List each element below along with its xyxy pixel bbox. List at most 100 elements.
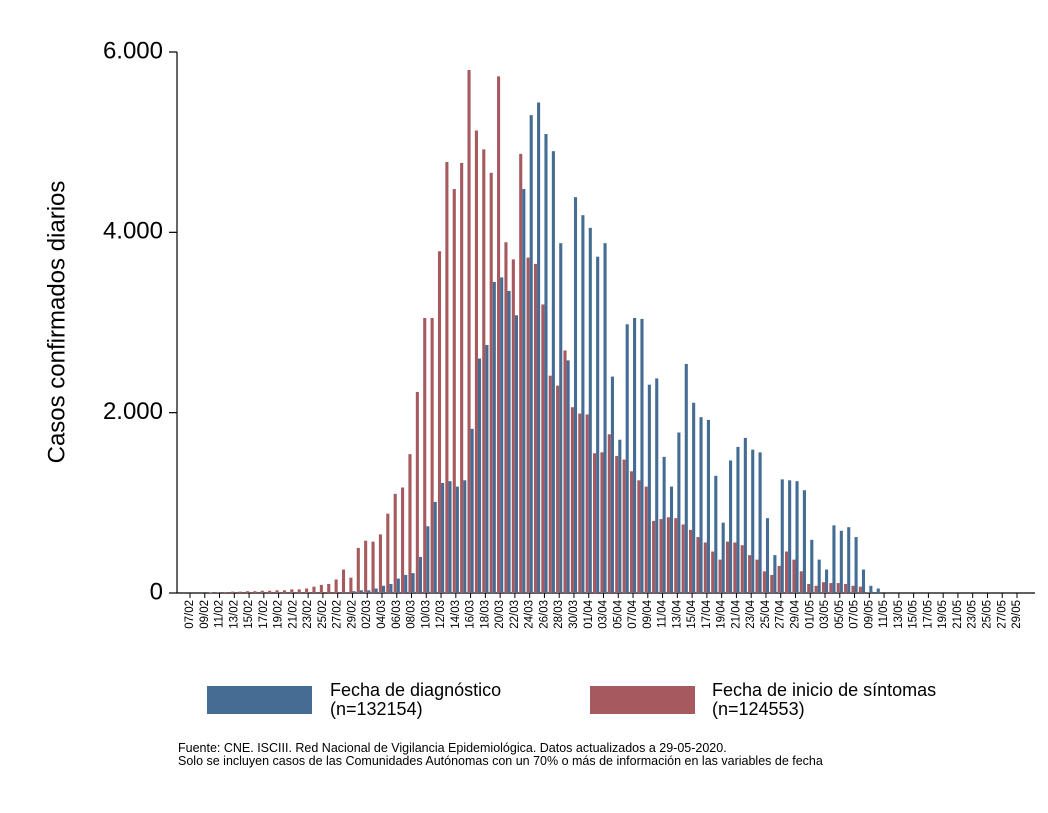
bar bbox=[740, 545, 744, 593]
bar bbox=[629, 471, 634, 593]
bar bbox=[460, 162, 464, 593]
bar bbox=[455, 486, 459, 593]
x-tick-label: 27/04 bbox=[775, 599, 787, 628]
bar bbox=[844, 583, 848, 593]
bar bbox=[729, 460, 733, 593]
bar bbox=[825, 569, 829, 593]
bar bbox=[529, 115, 533, 593]
bar bbox=[751, 449, 755, 593]
bar bbox=[869, 585, 873, 593]
bar bbox=[352, 591, 356, 593]
x-tick-label: 19/02 bbox=[273, 600, 285, 629]
bar bbox=[814, 585, 818, 593]
bar bbox=[876, 588, 880, 593]
x-tick-label: 09/02 bbox=[199, 600, 211, 629]
bar bbox=[349, 577, 353, 593]
bar bbox=[504, 242, 508, 594]
bar bbox=[297, 589, 301, 593]
x-tick-label: 21/05 bbox=[952, 600, 964, 629]
x-tick-label: 03/05 bbox=[819, 600, 831, 629]
x-tick-label: 09/04 bbox=[642, 599, 654, 628]
bar bbox=[622, 459, 626, 593]
bar bbox=[519, 153, 523, 593]
bar bbox=[319, 584, 323, 593]
bar bbox=[802, 490, 806, 593]
x-tick-label: 26/03 bbox=[538, 600, 550, 629]
x-tick-label: 13/02 bbox=[228, 600, 240, 629]
bar bbox=[334, 579, 338, 593]
y-tick-label: 4.000 bbox=[103, 218, 163, 245]
bar bbox=[507, 290, 511, 593]
x-tick-label: 13/05 bbox=[893, 600, 905, 629]
bar bbox=[593, 453, 597, 593]
bar bbox=[677, 432, 681, 593]
bar bbox=[610, 376, 614, 593]
x-tick-label: 07/02 bbox=[184, 600, 196, 629]
bar bbox=[411, 573, 415, 593]
bar bbox=[711, 551, 715, 593]
x-tick-label: 01/04 bbox=[583, 599, 595, 628]
bar bbox=[260, 590, 264, 593]
bar bbox=[526, 257, 530, 593]
bar bbox=[633, 317, 637, 593]
x-tick-label: 17/04 bbox=[701, 599, 713, 628]
bar bbox=[477, 358, 482, 593]
legend-swatch bbox=[207, 686, 312, 714]
bar bbox=[231, 591, 235, 593]
bar bbox=[770, 574, 774, 593]
bar bbox=[423, 317, 427, 593]
bar bbox=[544, 134, 548, 593]
x-tick-label: 04/03 bbox=[376, 600, 388, 629]
x-tick-label: 11/02 bbox=[214, 600, 226, 628]
footnote: Solo se incluyen casos de las Comunidade… bbox=[178, 754, 823, 768]
bar bbox=[327, 583, 331, 593]
bar bbox=[467, 70, 471, 594]
bar bbox=[441, 482, 445, 593]
bar bbox=[433, 501, 437, 593]
x-tick-label: 08/03 bbox=[406, 600, 418, 629]
x-tick-label: 18/03 bbox=[479, 600, 491, 629]
x-tick-label: 14/03 bbox=[450, 600, 462, 629]
bar bbox=[537, 102, 541, 593]
bar bbox=[795, 481, 799, 593]
bar bbox=[578, 413, 582, 593]
x-tick-label: 19/04 bbox=[716, 599, 728, 628]
bar bbox=[426, 526, 430, 593]
bar bbox=[703, 542, 707, 593]
bar bbox=[866, 592, 870, 593]
bar bbox=[718, 559, 722, 593]
bar bbox=[748, 555, 752, 593]
x-tick-label: 17/05 bbox=[922, 600, 934, 629]
bar bbox=[463, 480, 467, 593]
bar bbox=[847, 527, 851, 593]
bar bbox=[773, 555, 777, 593]
bar bbox=[386, 513, 390, 593]
bar bbox=[408, 454, 412, 593]
y-axis-label: Casos confirmados diarios bbox=[43, 181, 70, 464]
x-tick-label: 27/05 bbox=[996, 600, 1008, 629]
legend-swatch bbox=[590, 686, 695, 714]
bar bbox=[784, 551, 789, 593]
bar bbox=[755, 559, 759, 593]
bar bbox=[615, 455, 619, 593]
bar bbox=[736, 446, 740, 593]
bar bbox=[689, 529, 693, 593]
bar bbox=[603, 243, 607, 594]
bar bbox=[666, 517, 670, 593]
bar bbox=[662, 456, 666, 593]
bar bbox=[699, 417, 703, 593]
bar bbox=[788, 480, 792, 593]
bar bbox=[566, 360, 570, 593]
bar bbox=[378, 534, 382, 593]
bar bbox=[268, 590, 272, 593]
bar bbox=[596, 256, 600, 593]
legend-label: Fecha de diagnóstico (n=132154) bbox=[330, 680, 502, 719]
x-tick-label: 02/03 bbox=[361, 600, 373, 629]
x-tick-label: 29/02 bbox=[346, 600, 358, 629]
bar bbox=[765, 518, 770, 593]
x-tick-label: 28/03 bbox=[553, 600, 565, 629]
bar bbox=[851, 585, 855, 593]
x-tick-label: 07/04 bbox=[627, 599, 639, 628]
